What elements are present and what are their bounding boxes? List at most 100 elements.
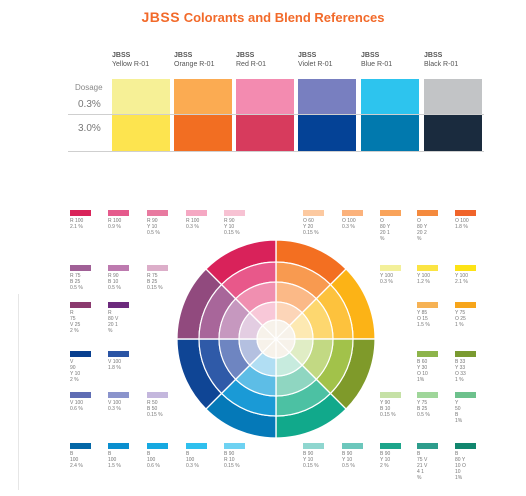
- blend-label-line: O 10: [417, 371, 428, 377]
- blend-label-line: Y 10: [224, 224, 235, 230]
- blend-label-line: Y 30: [417, 365, 428, 371]
- swatch-low-dosage: [298, 79, 356, 114]
- blend-label: B 33 Y 33 O 33 1 %: [455, 359, 485, 383]
- blend-label-line: R 10: [224, 457, 235, 463]
- swatch-low-dosage: [424, 79, 482, 114]
- blend-label: B 100 0.3 %: [186, 451, 216, 469]
- blend-chip: [70, 265, 91, 271]
- blend-label-line: O 25: [455, 316, 466, 322]
- blend-chip: [417, 265, 438, 271]
- blend-label-line: 0.15 %: [303, 230, 319, 236]
- blend-label-line: 0.15 %: [224, 230, 240, 236]
- blend-label-line: B: [108, 451, 112, 457]
- blend-chip: [380, 392, 401, 398]
- swatch-high-dosage: [361, 115, 419, 151]
- blend-label-line: B 10: [108, 279, 119, 285]
- blend-label-line: %: [380, 236, 385, 242]
- dosage-row-label: 0.3%: [78, 99, 101, 110]
- blend-label-line: 0.15 %: [224, 463, 240, 469]
- blend-label-line: 10: [455, 469, 461, 475]
- blend-chip: [186, 443, 207, 449]
- blend-label: O 100 1.8 %: [455, 218, 485, 230]
- blend-label-line: 2 %: [70, 328, 79, 334]
- blend-label-line: 90: [70, 365, 76, 371]
- blend-chip: [108, 210, 129, 216]
- blend-label-line: R 100: [70, 218, 84, 224]
- blend-label: B 100 2.4 %: [70, 451, 100, 469]
- blend-label: Y 100 1.2 %: [417, 273, 447, 285]
- blend-label-line: Y 10: [70, 371, 81, 377]
- blend-label-line: R 100: [108, 218, 122, 224]
- blend-label-line: V 25: [70, 322, 81, 328]
- blend-label-line: R: [70, 310, 74, 316]
- blend-label-line: 100: [108, 457, 117, 463]
- dosage-row-label: 3.0%: [78, 123, 101, 134]
- colorant-code: JBSS: [236, 52, 255, 59]
- colorant-column-header: JBSS Yellow R-01: [112, 51, 170, 69]
- blend-label-line: 100: [186, 457, 195, 463]
- blend-label-line: 100: [70, 457, 79, 463]
- blend-chip: [380, 210, 401, 216]
- blend-chip: [455, 392, 476, 398]
- blend-label-line: Y 75: [455, 310, 466, 316]
- blend-label-line: 0.15 %: [147, 412, 163, 418]
- blend-label-line: 0.5 %: [70, 285, 83, 291]
- blend-label-line: B: [417, 451, 421, 457]
- colorant-name: Yellow R-01: [112, 61, 150, 68]
- table-divider: [68, 151, 484, 152]
- blend-label-line: Y 10: [342, 457, 353, 463]
- blend-label: Y 75 B 25 0.5 %: [417, 400, 447, 418]
- brand-name: JBSS: [141, 9, 181, 25]
- blend-chip: [417, 302, 438, 308]
- blend-label-line: 75 V: [417, 457, 428, 463]
- blend-label: B 100 1.5 %: [108, 451, 138, 469]
- blend-label: V 100 0.6 %: [70, 400, 100, 412]
- blend-label: R 75 V 25 2 %: [70, 310, 100, 334]
- colorant-code: JBSS: [424, 52, 443, 59]
- blend-label-line: R 90: [224, 218, 235, 224]
- blend-label-line: V: [70, 359, 74, 365]
- colorant-name: Orange R-01: [174, 61, 215, 68]
- blend-label-line: O: [380, 218, 384, 224]
- blend-label: V 100 0.3 %: [108, 400, 138, 412]
- blend-chip: [417, 351, 438, 357]
- blend-chip: [70, 392, 91, 398]
- blend-chip: [455, 265, 476, 271]
- blend-label: O 60 Y 20 0.15 %: [303, 218, 333, 236]
- blend-chip: [380, 265, 401, 271]
- blend-label-line: 0.6 %: [70, 406, 83, 412]
- blend-chip: [380, 443, 401, 449]
- wheel-spoke: [205, 268, 347, 410]
- blend-chip: [147, 265, 168, 271]
- blend-label-line: R: [108, 310, 112, 316]
- blend-label-line: 2.1 %: [70, 224, 83, 230]
- blend-label-line: 0.5 %: [108, 285, 121, 291]
- blend-label: Y 50 B 1%: [455, 400, 485, 424]
- blend-label-line: R 90: [108, 273, 119, 279]
- blend-label-line: 100: [147, 457, 156, 463]
- divider-line: [18, 294, 19, 490]
- blend-label-line: B 50: [147, 406, 158, 412]
- swatch-low-dosage: [112, 79, 170, 114]
- colorant-code: JBSS: [112, 52, 131, 59]
- blend-label-line: Y 20: [303, 224, 314, 230]
- colorant-column-header: JBSS Violet R-01: [298, 51, 356, 69]
- blend-chip: [455, 351, 476, 357]
- colorant-name: Red R-01: [236, 61, 266, 68]
- blend-label-line: 20 1: [380, 230, 390, 236]
- blend-label-line: 0.3 %: [186, 224, 199, 230]
- blend-label-line: V 100: [70, 400, 84, 406]
- blend-label-line: 0.15 %: [380, 412, 396, 418]
- blend-label: R 80 V 20 1%: [108, 310, 138, 334]
- blend-label-line: B 25: [70, 279, 81, 285]
- blend-label-line: 0.3 %: [342, 224, 355, 230]
- blend-chip: [108, 265, 129, 271]
- colorant-column-header: JBSS Orange R-01: [174, 51, 232, 69]
- blend-chip: [342, 210, 363, 216]
- blend-label: B 60 Y 30 O 10 1%: [417, 359, 447, 383]
- blend-label: B 90 Y 10 2 %: [380, 451, 410, 469]
- colorant-code: JBSS: [174, 52, 193, 59]
- colorant-column-header: JBSS Black R-01: [424, 51, 482, 69]
- blend-label-line: B: [186, 451, 190, 457]
